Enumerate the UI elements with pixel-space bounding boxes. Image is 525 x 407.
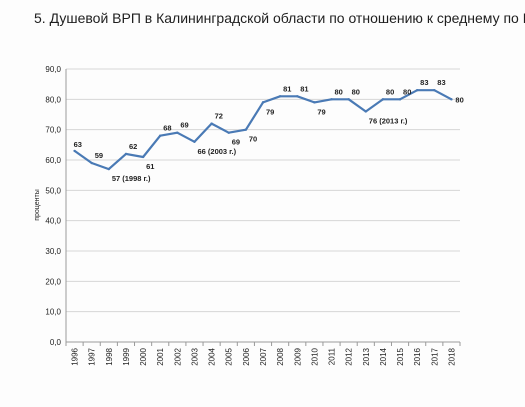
y-axis-label: проценты (34, 189, 41, 221)
data-label: 79 (266, 107, 274, 116)
data-label: 66 (2003 г.) (197, 147, 236, 156)
data-label: 57 (1998 г.) (112, 174, 151, 183)
data-point (330, 98, 333, 101)
data-point (176, 131, 179, 134)
y-tick-label: 90,0 (45, 65, 61, 74)
x-tick-label: 2011 (328, 347, 337, 365)
x-tick-label: 2002 (173, 347, 182, 365)
x-tick-label: 2008 (276, 347, 285, 365)
data-label: 62 (129, 142, 137, 151)
x-tick-label: 2016 (413, 347, 422, 365)
data-point (124, 152, 128, 156)
data-point (227, 131, 230, 134)
y-tick-label: 70,0 (45, 126, 61, 135)
data-point (193, 140, 196, 143)
x-tick-label: 2017 (430, 347, 439, 365)
data-point (313, 101, 316, 104)
x-tick-label: 2010 (310, 347, 319, 365)
x-tick-label: 1997 (88, 347, 97, 365)
data-label: 81 (300, 84, 308, 93)
data-point (159, 134, 162, 137)
data-label: 61 (146, 162, 154, 171)
y-tick-label: 40,0 (45, 217, 61, 226)
x-tick-label: 2012 (345, 347, 354, 365)
data-point (107, 167, 111, 171)
data-label: 80 (335, 87, 343, 96)
data-point (433, 89, 436, 92)
x-tick-label: 1996 (71, 347, 80, 365)
x-tick-label: 2018 (447, 347, 456, 365)
data-label: 80 (455, 95, 463, 104)
data-label: 80 (352, 87, 360, 96)
y-tick-label: 30,0 (45, 247, 61, 256)
data-point (278, 95, 282, 98)
x-tick-label: 2015 (396, 347, 405, 365)
x-tick-label: 1998 (105, 347, 114, 365)
x-tick-label: 2000 (139, 347, 148, 365)
x-tick-label: 2014 (379, 347, 388, 365)
data-label: 68 (163, 124, 171, 133)
data-point (90, 161, 93, 165)
y-tick-label: 60,0 (45, 156, 61, 165)
x-tick-label: 2005 (225, 347, 234, 365)
data-point (347, 98, 350, 101)
data-point (261, 101, 265, 104)
x-tick-label: 2007 (259, 347, 268, 365)
data-point (141, 155, 145, 159)
data-label: 69 (180, 121, 188, 130)
data-point (381, 98, 385, 101)
y-tick-label: 20,0 (45, 277, 61, 286)
y-tick-label: 0,0 (50, 338, 62, 347)
x-tick-label: 2003 (190, 347, 199, 365)
data-label: 83 (420, 78, 428, 87)
y-tick-label: 10,0 (45, 308, 61, 317)
data-point (398, 98, 402, 101)
data-point (450, 98, 453, 101)
data-label: 80 (403, 87, 411, 96)
x-tick-label: 2004 (208, 347, 217, 365)
x-tick-label: 2013 (362, 347, 371, 365)
data-point (210, 122, 213, 125)
data-label: 59 (95, 151, 103, 160)
y-tick-label: 50,0 (45, 186, 61, 195)
x-tick-label: 2001 (156, 347, 165, 365)
data-label: 69 (232, 138, 240, 147)
data-label: 81 (283, 84, 291, 93)
data-point (364, 110, 367, 113)
data-point (73, 149, 76, 153)
data-label: 80 (386, 87, 394, 96)
data-point (244, 128, 248, 131)
data-label: 76 (2013 г.) (369, 116, 408, 125)
x-tick-label: 2006 (242, 347, 251, 365)
x-tick-label: 1999 (122, 347, 131, 365)
data-label: 83 (437, 78, 445, 87)
data-label: 72 (215, 112, 223, 121)
x-tick-label: 2009 (293, 347, 302, 365)
y-tick-label: 80,0 (45, 95, 61, 104)
chart-title: 5. Душевой ВРП в Калининградской области… (34, 10, 525, 26)
data-label: 79 (317, 107, 325, 116)
data-point (415, 89, 419, 92)
data-point (296, 95, 299, 98)
data-label: 70 (249, 135, 257, 144)
data-label: 63 (74, 140, 82, 149)
